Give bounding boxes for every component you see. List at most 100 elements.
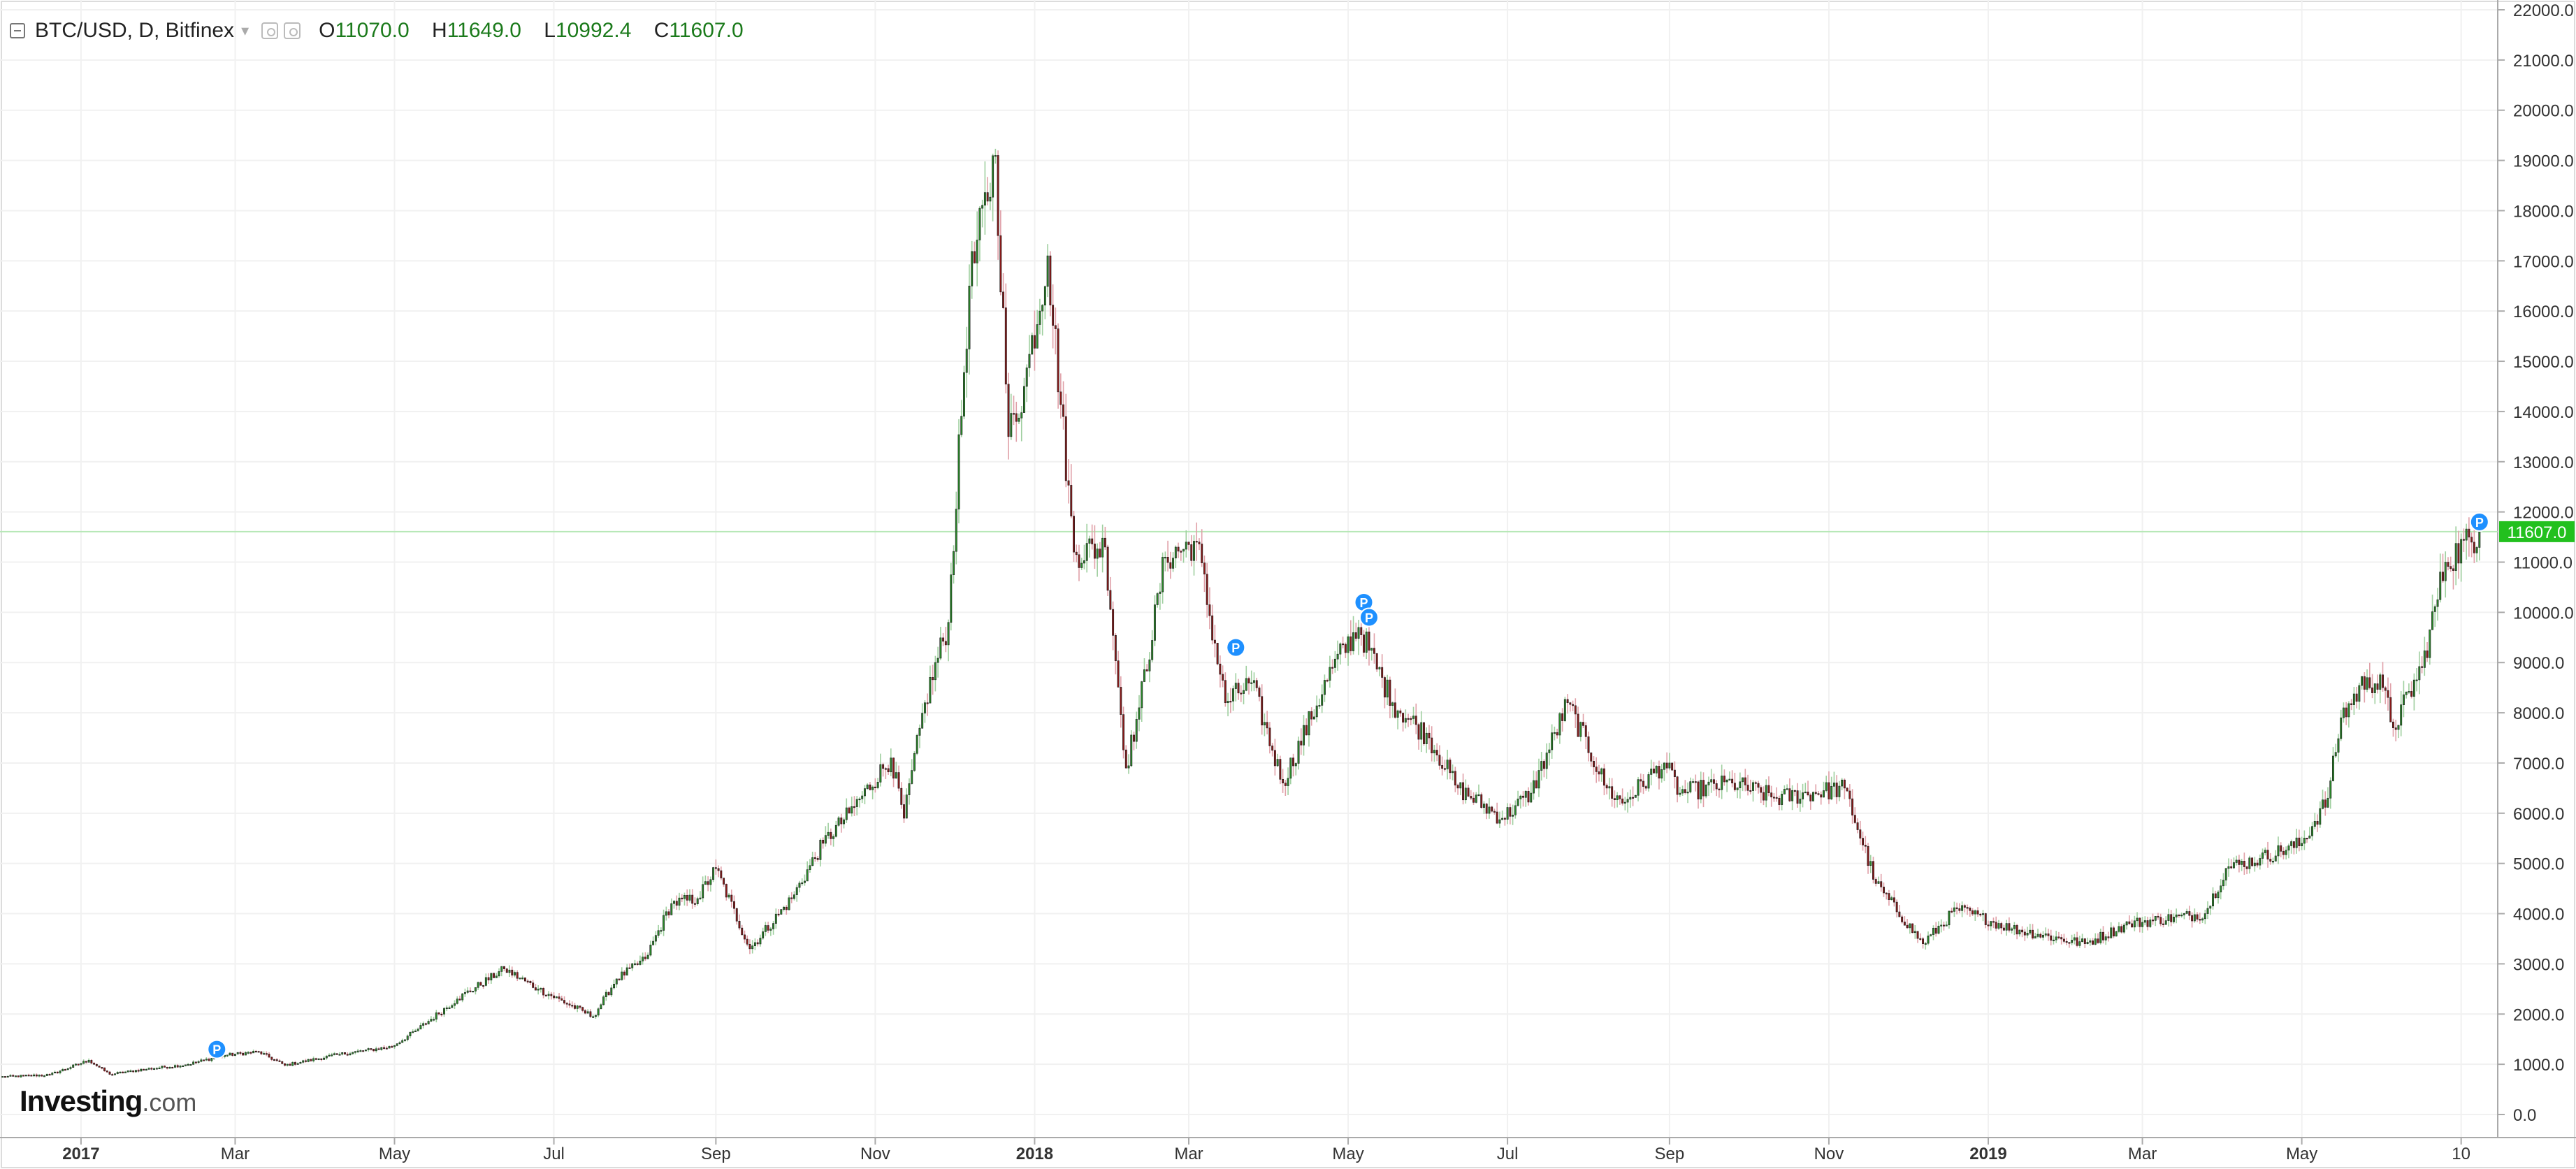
candle[interactable] xyxy=(905,788,908,819)
candle[interactable] xyxy=(249,1052,252,1055)
candle[interactable] xyxy=(323,1056,326,1060)
candle[interactable] xyxy=(665,906,667,921)
candle[interactable] xyxy=(537,985,540,995)
candle[interactable] xyxy=(1736,787,1739,799)
candle[interactable] xyxy=(2120,924,2123,934)
candle[interactable] xyxy=(1955,902,1958,915)
candle[interactable] xyxy=(1067,459,1070,504)
candle[interactable] xyxy=(257,1050,260,1053)
candle[interactable] xyxy=(1760,785,1763,804)
candle[interactable] xyxy=(1391,701,1394,718)
candle[interactable] xyxy=(1321,684,1324,713)
candle[interactable] xyxy=(1906,919,1909,929)
candle[interactable] xyxy=(1023,377,1025,413)
candle[interactable] xyxy=(80,1063,82,1066)
candle[interactable] xyxy=(2337,734,2340,762)
candle[interactable] xyxy=(981,199,984,228)
candle[interactable] xyxy=(1673,761,1676,789)
candle[interactable] xyxy=(753,938,756,950)
candle[interactable] xyxy=(1961,901,1964,917)
candle[interactable] xyxy=(477,981,479,990)
candle[interactable] xyxy=(458,995,461,1001)
candle[interactable] xyxy=(809,859,811,873)
candle[interactable] xyxy=(414,1029,417,1033)
candle[interactable] xyxy=(2290,839,2293,854)
candle[interactable] xyxy=(4,1076,6,1078)
candle[interactable] xyxy=(550,992,553,1000)
candle[interactable] xyxy=(239,1051,242,1056)
candle[interactable] xyxy=(1791,785,1794,811)
candle[interactable] xyxy=(519,978,521,980)
candle[interactable] xyxy=(657,924,660,938)
candle[interactable] xyxy=(72,1063,75,1068)
candle[interactable] xyxy=(1135,711,1138,749)
candle[interactable] xyxy=(275,1058,278,1062)
candlestick-series[interactable] xyxy=(1,148,2481,1078)
candle[interactable] xyxy=(1859,820,1862,845)
candle[interactable] xyxy=(189,1063,192,1066)
candle[interactable] xyxy=(1582,713,1584,728)
candle[interactable] xyxy=(1389,676,1391,718)
candle[interactable] xyxy=(1864,836,1867,854)
candle[interactable] xyxy=(2384,685,2387,704)
candle[interactable] xyxy=(1642,774,1644,794)
candle[interactable] xyxy=(2175,908,2178,924)
candle[interactable] xyxy=(720,866,723,880)
candle[interactable] xyxy=(1987,920,1990,931)
candle[interactable] xyxy=(64,1068,66,1071)
candle[interactable] xyxy=(268,1052,270,1059)
candle[interactable] xyxy=(631,963,634,971)
candle[interactable] xyxy=(1781,790,1783,811)
candle[interactable] xyxy=(2013,922,2016,936)
candle[interactable] xyxy=(691,889,694,909)
candle[interactable] xyxy=(1410,716,1412,725)
candle[interactable] xyxy=(788,895,790,911)
candle[interactable] xyxy=(176,1063,179,1068)
candle[interactable] xyxy=(2112,925,2115,938)
candle[interactable] xyxy=(1310,707,1313,726)
candle[interactable] xyxy=(2110,922,2113,938)
candle[interactable] xyxy=(391,1045,393,1049)
candle[interactable] xyxy=(1031,332,1034,355)
candle[interactable] xyxy=(1276,753,1279,767)
candle[interactable] xyxy=(858,797,861,808)
candle[interactable] xyxy=(1083,544,1085,569)
candle[interactable] xyxy=(85,1061,87,1064)
candle[interactable] xyxy=(1903,916,1906,926)
candle[interactable] xyxy=(38,1074,41,1077)
candle[interactable] xyxy=(1375,653,1378,672)
candle[interactable] xyxy=(2410,681,2413,699)
candle[interactable] xyxy=(1284,780,1287,796)
candle[interactable] xyxy=(563,996,565,1005)
candle[interactable] xyxy=(2068,942,2071,948)
candle[interactable] xyxy=(1088,535,1091,558)
candle[interactable] xyxy=(490,973,493,984)
candle[interactable] xyxy=(955,491,957,565)
candle[interactable] xyxy=(1018,413,1020,425)
candle[interactable] xyxy=(1742,777,1744,792)
candle[interactable] xyxy=(523,977,526,982)
candle[interactable] xyxy=(1232,685,1235,711)
event-marker-icon[interactable]: P xyxy=(1359,607,1379,627)
candle[interactable] xyxy=(887,764,890,775)
candle[interactable] xyxy=(2217,890,2220,904)
candle[interactable] xyxy=(521,975,524,980)
candle[interactable] xyxy=(244,1051,247,1056)
candle[interactable] xyxy=(508,965,511,978)
candle[interactable] xyxy=(965,326,968,398)
candle[interactable] xyxy=(1258,685,1261,702)
candle[interactable] xyxy=(1551,724,1554,759)
candle[interactable] xyxy=(1629,790,1632,808)
candle[interactable] xyxy=(1512,804,1514,825)
candle[interactable] xyxy=(27,1073,30,1077)
candle[interactable] xyxy=(1279,755,1282,785)
candle[interactable] xyxy=(205,1057,208,1061)
candle[interactable] xyxy=(1122,706,1125,759)
candle[interactable] xyxy=(487,973,490,984)
candle[interactable] xyxy=(1707,776,1710,797)
candle[interactable] xyxy=(2251,857,2254,867)
candle[interactable] xyxy=(1417,723,1420,750)
candle[interactable] xyxy=(801,878,804,886)
candle[interactable] xyxy=(759,934,762,947)
candle[interactable] xyxy=(466,987,469,994)
